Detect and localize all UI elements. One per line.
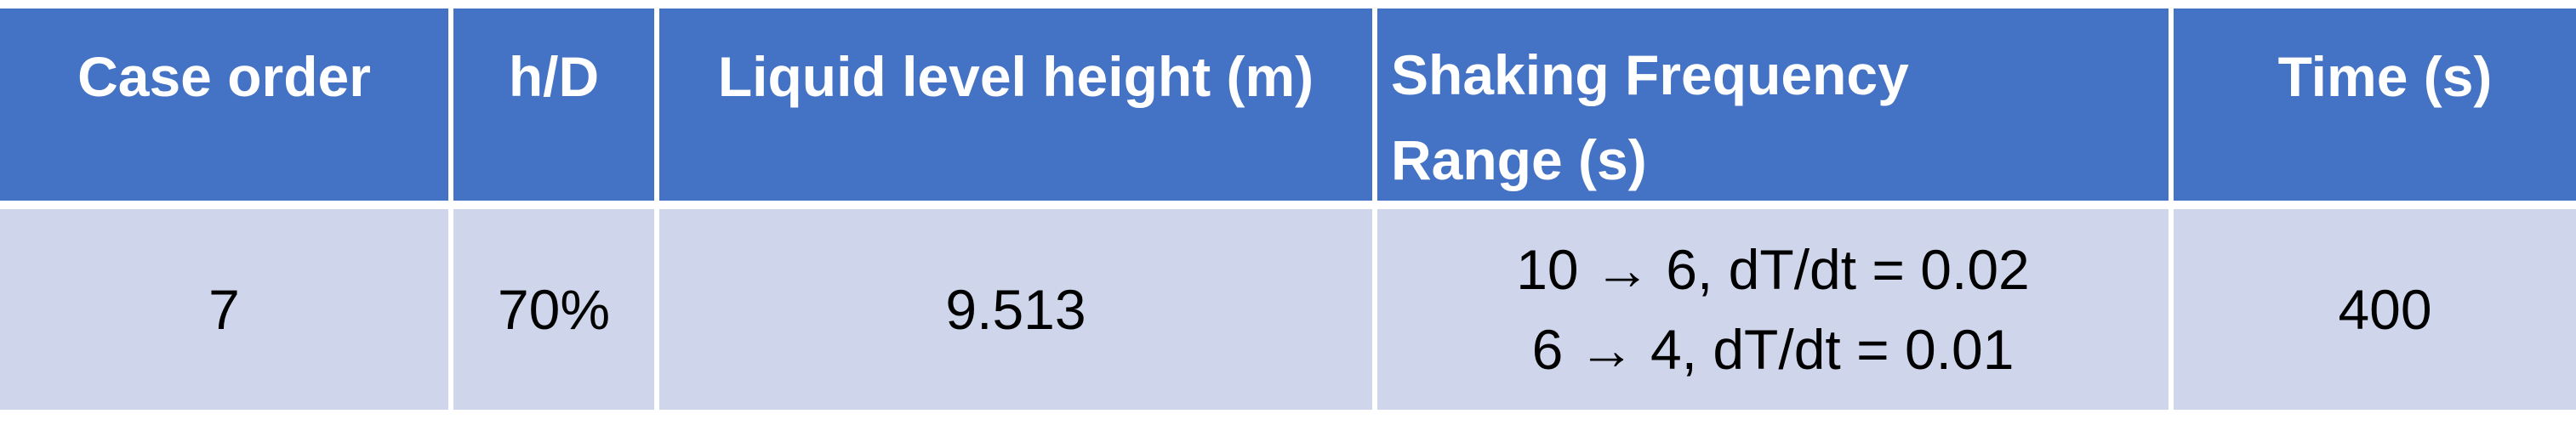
parameters-table: Case order h/D Liquid level height (m) S… <box>0 9 2576 410</box>
shaking-range-line-1: 10 → 6, dT/dt = 0.02 <box>1516 238 2030 301</box>
header-shaking-line-1: Shaking Frequency <box>1391 43 1909 106</box>
shaking-range-line-2: 6 → 4, dT/dt = 0.01 <box>1531 318 2015 381</box>
header-case-order: Case order <box>0 9 448 201</box>
header-time: Time (s) <box>2174 9 2576 201</box>
cell-time: 400 <box>2174 209 2576 410</box>
header-shaking-line-2: Range (s) <box>1391 128 1647 191</box>
cell-liquid-level-height: 9.513 <box>659 209 1372 410</box>
header-h-d: h/D <box>453 9 654 201</box>
cell-case-order: 7 <box>0 209 448 410</box>
header-shaking-frequency-range: Shaking Frequency Range (s) <box>1377 9 2169 201</box>
cell-h-d: 70% <box>453 209 654 410</box>
cell-shaking-frequency-range: 10 → 6, dT/dt = 0.02 6 → 4, dT/dt = 0.01 <box>1377 209 2169 410</box>
header-liquid-level-height: Liquid level height (m) <box>659 9 1372 201</box>
